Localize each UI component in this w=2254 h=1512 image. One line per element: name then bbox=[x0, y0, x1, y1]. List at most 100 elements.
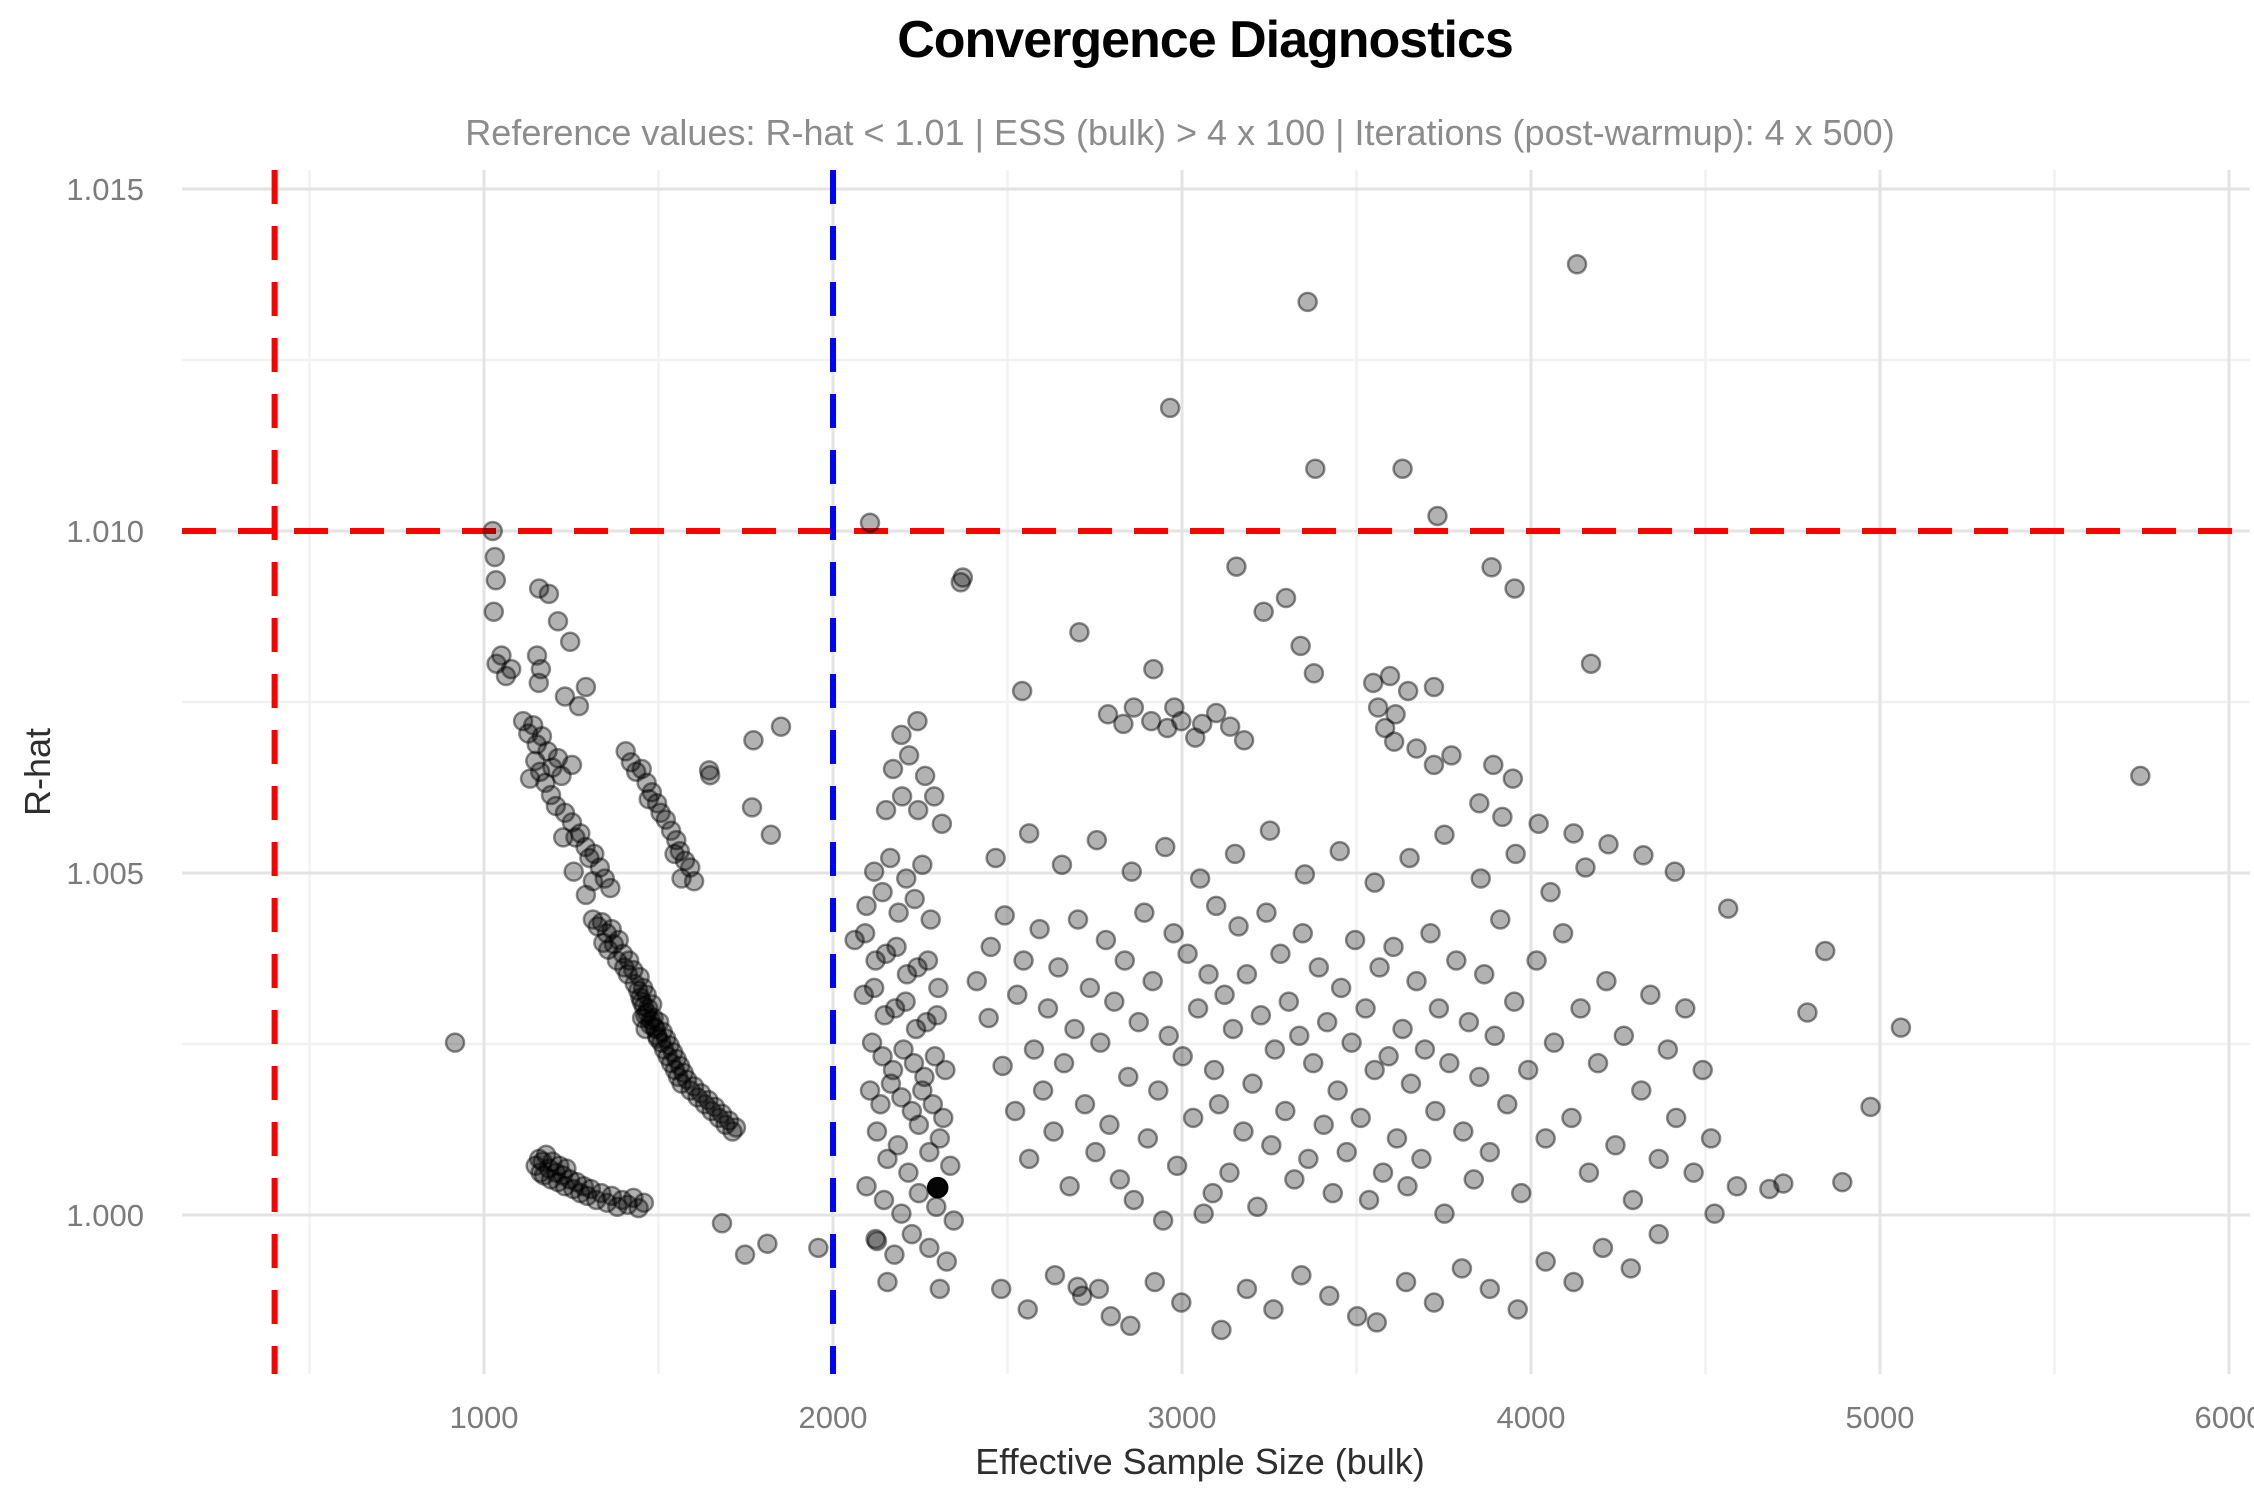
data-point bbox=[1860, 1096, 1881, 1118]
data-point bbox=[866, 1230, 888, 1252]
data-point bbox=[757, 1233, 778, 1254]
data-point bbox=[2130, 765, 2151, 787]
data-point bbox=[1157, 717, 1178, 739]
data-point bbox=[1446, 950, 1467, 971]
data-point bbox=[882, 1059, 904, 1081]
data-point bbox=[1085, 1141, 1106, 1163]
data-point bbox=[671, 1073, 692, 1094]
data-point bbox=[1797, 1002, 1818, 1023]
data-point bbox=[603, 933, 625, 955]
data-point bbox=[1319, 1285, 1340, 1306]
data-point bbox=[500, 658, 522, 680]
data-point bbox=[912, 854, 933, 876]
data-point bbox=[650, 802, 671, 824]
data-point bbox=[549, 1155, 570, 1177]
data-point bbox=[1890, 1017, 1912, 1038]
data-point bbox=[1355, 998, 1376, 1019]
data-point bbox=[808, 1237, 829, 1259]
data-point bbox=[565, 827, 586, 848]
data-point bbox=[645, 1018, 666, 1040]
data-point bbox=[1256, 902, 1277, 923]
data-point bbox=[1275, 587, 1297, 609]
data-point bbox=[1358, 1189, 1380, 1211]
data-point bbox=[1259, 820, 1281, 841]
data-point bbox=[1018, 1148, 1040, 1170]
data-point bbox=[770, 716, 792, 737]
data-point bbox=[1526, 950, 1547, 971]
data-point bbox=[1171, 710, 1192, 732]
data-point bbox=[647, 1028, 669, 1049]
data-point bbox=[641, 994, 663, 1015]
data-point bbox=[1392, 458, 1413, 480]
data-point bbox=[715, 1114, 736, 1135]
data-point bbox=[1308, 957, 1330, 978]
data-point bbox=[950, 572, 971, 593]
data-point bbox=[1484, 1025, 1505, 1047]
data-point bbox=[888, 902, 909, 923]
data-point bbox=[667, 1066, 689, 1088]
x-tick-label: 5000 bbox=[1846, 1400, 1915, 1435]
data-point bbox=[1128, 1011, 1149, 1033]
data-point bbox=[912, 1080, 933, 1101]
data-point bbox=[698, 760, 720, 781]
data-point bbox=[563, 861, 584, 882]
data-point bbox=[1011, 680, 1033, 702]
data-point bbox=[877, 1271, 898, 1293]
data-point bbox=[1148, 1080, 1169, 1101]
data-point bbox=[1322, 1182, 1344, 1204]
data-point bbox=[1505, 843, 1526, 865]
data-point bbox=[631, 991, 652, 1012]
data-point bbox=[594, 868, 616, 889]
data-point bbox=[1205, 895, 1227, 917]
data-point bbox=[491, 645, 512, 666]
data-point bbox=[522, 715, 544, 736]
data-point bbox=[547, 611, 569, 632]
data-point bbox=[1097, 704, 1119, 725]
data-point bbox=[680, 1080, 701, 1101]
data-point bbox=[1069, 621, 1090, 643]
data-point bbox=[1633, 844, 1654, 866]
data-point bbox=[601, 918, 622, 940]
data-point bbox=[1386, 1128, 1408, 1149]
data-point bbox=[540, 1169, 562, 1190]
data-point bbox=[651, 1032, 672, 1053]
data-point bbox=[916, 1011, 937, 1033]
data-point bbox=[638, 788, 659, 810]
data-point bbox=[884, 998, 906, 1019]
data-point bbox=[1814, 940, 1836, 962]
data-point bbox=[873, 1189, 895, 1211]
data-point bbox=[1463, 1169, 1485, 1190]
data-point bbox=[1303, 663, 1325, 684]
data-point bbox=[563, 1178, 584, 1200]
data-point bbox=[1222, 1018, 1244, 1040]
data-point bbox=[978, 1007, 999, 1029]
data-point bbox=[1123, 697, 1145, 718]
data-point bbox=[666, 829, 687, 851]
data-point bbox=[486, 653, 507, 674]
data-point bbox=[933, 1107, 954, 1129]
data-point bbox=[891, 1087, 912, 1108]
data-point bbox=[1158, 1025, 1179, 1047]
data-point bbox=[631, 758, 652, 780]
data-point bbox=[1364, 872, 1385, 893]
data-point bbox=[1109, 1169, 1131, 1190]
data-point bbox=[1261, 1134, 1282, 1156]
data-point bbox=[660, 1052, 682, 1074]
data-point bbox=[640, 1009, 662, 1031]
data-point bbox=[606, 950, 628, 971]
data-point bbox=[1427, 505, 1448, 527]
data-point bbox=[623, 1187, 644, 1209]
data-point bbox=[891, 1203, 912, 1224]
data-point bbox=[1104, 991, 1125, 1012]
data-point bbox=[1141, 710, 1162, 732]
data-point bbox=[1253, 601, 1274, 622]
data-point bbox=[1059, 1176, 1080, 1197]
data-point bbox=[1383, 731, 1405, 752]
data-point bbox=[1428, 998, 1450, 1019]
data-point bbox=[1575, 857, 1596, 878]
data-point bbox=[1683, 1162, 1704, 1183]
data-point bbox=[926, 1005, 948, 1026]
data-point bbox=[600, 877, 621, 899]
data-point bbox=[1350, 1107, 1371, 1129]
data-point bbox=[923, 786, 945, 807]
